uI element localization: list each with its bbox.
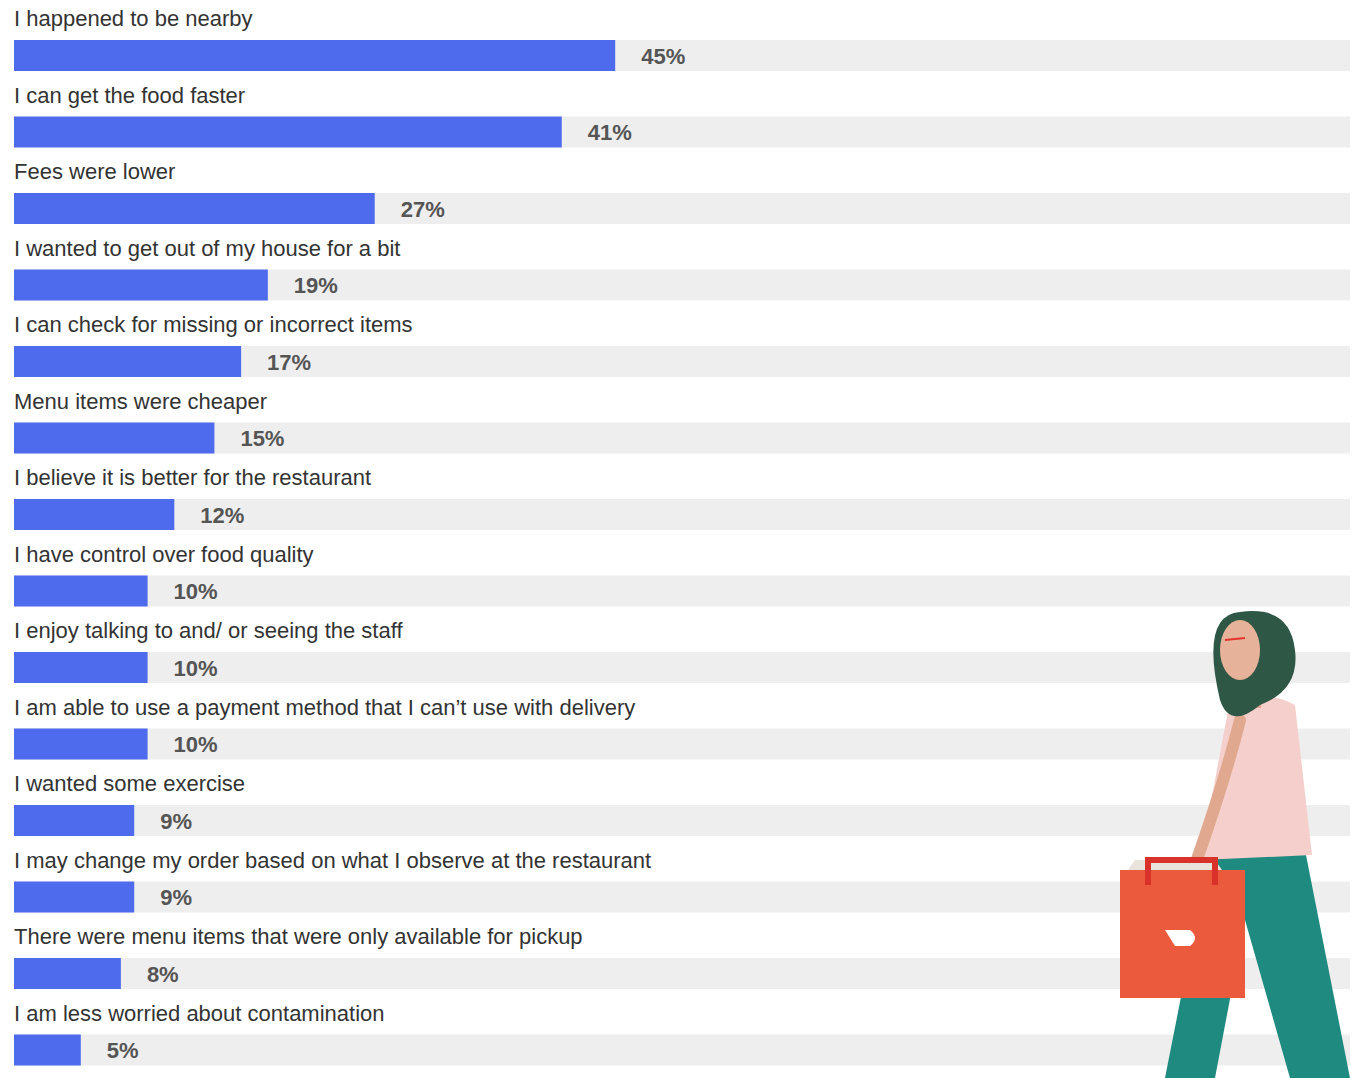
data-label: 27% — [401, 197, 445, 222]
category-label: I enjoy talking to and/ or seeing the st… — [14, 618, 403, 643]
category-label: Menu items were cheaper — [14, 389, 267, 414]
range-frame — [14, 193, 1350, 224]
bar — [14, 270, 268, 301]
bar — [14, 882, 134, 913]
bar — [14, 193, 375, 224]
data-label: 10% — [174, 579, 218, 604]
arm — [1195, 720, 1240, 865]
range-frame — [14, 729, 1350, 760]
bag — [1120, 870, 1245, 998]
category-label: Fees were lower — [14, 159, 175, 184]
range-frame — [14, 499, 1350, 530]
category-label: I believe it is better for the restauran… — [14, 465, 371, 490]
data-label: 8% — [147, 962, 179, 987]
bar — [14, 1035, 81, 1066]
range-tracks — [14, 40, 1350, 1066]
range-frame — [14, 1035, 1350, 1066]
data-label: 9% — [160, 809, 192, 834]
data-label: 41% — [588, 120, 632, 145]
bar — [14, 652, 148, 683]
category-label: There were menu items that were only ava… — [14, 924, 583, 949]
category-label: I can get the food faster — [14, 83, 245, 108]
range-frame — [14, 117, 1350, 148]
data-label: 17% — [267, 350, 311, 375]
data-label: 45% — [641, 44, 685, 69]
data-label: 9% — [160, 885, 192, 910]
bar — [14, 576, 148, 607]
data-label: 12% — [200, 503, 244, 528]
glasses — [1225, 638, 1245, 640]
bar — [14, 805, 134, 836]
torso — [1200, 696, 1312, 860]
data-label: 15% — [240, 426, 284, 451]
bag-logo — [1165, 930, 1195, 946]
range-frame — [14, 576, 1350, 607]
category-labels: I happened to be nearby I can get the foo… — [14, 6, 651, 1026]
data-labels: 45% 41% 27% 19% 17% 15% 12% 10% 10% 10% 9% 9% 8% 5% — [107, 44, 685, 1064]
bar — [14, 117, 562, 148]
face — [1220, 620, 1260, 680]
bar — [14, 499, 174, 530]
bar — [14, 958, 121, 989]
illustration — [1120, 611, 1350, 1078]
range-frame — [14, 805, 1350, 836]
bar — [14, 729, 148, 760]
category-label: I happened to be nearby — [14, 6, 253, 31]
category-label: I wanted some exercise — [14, 771, 245, 796]
data-label: 5% — [107, 1038, 139, 1063]
bars — [14, 40, 615, 1066]
range-frame — [14, 346, 1350, 377]
range-frame — [14, 423, 1350, 454]
range-frame — [14, 652, 1350, 683]
category-label: I may change my order based on what I ob… — [14, 848, 651, 873]
hair — [1213, 611, 1295, 716]
category-label: I wanted to get out of my house for a bi… — [14, 236, 400, 261]
category-label: I have control over food quality — [14, 542, 314, 567]
data-label: 10% — [174, 656, 218, 681]
category-label: I can check for missing or incorrect ite… — [14, 312, 413, 337]
range-frame — [14, 270, 1350, 301]
bar — [14, 40, 615, 71]
bar — [14, 346, 241, 377]
range-frame — [14, 40, 1350, 71]
category-label: I am able to use a payment method that I… — [14, 695, 635, 720]
category-label: I am less worried about contamination — [14, 1001, 385, 1026]
chart: (function () { var data = JSON.parse(doc… — [0, 0, 1352, 1078]
data-label: 19% — [294, 273, 338, 298]
bag-handle — [1148, 860, 1215, 885]
bar — [14, 423, 214, 454]
data-label: 10% — [174, 732, 218, 757]
